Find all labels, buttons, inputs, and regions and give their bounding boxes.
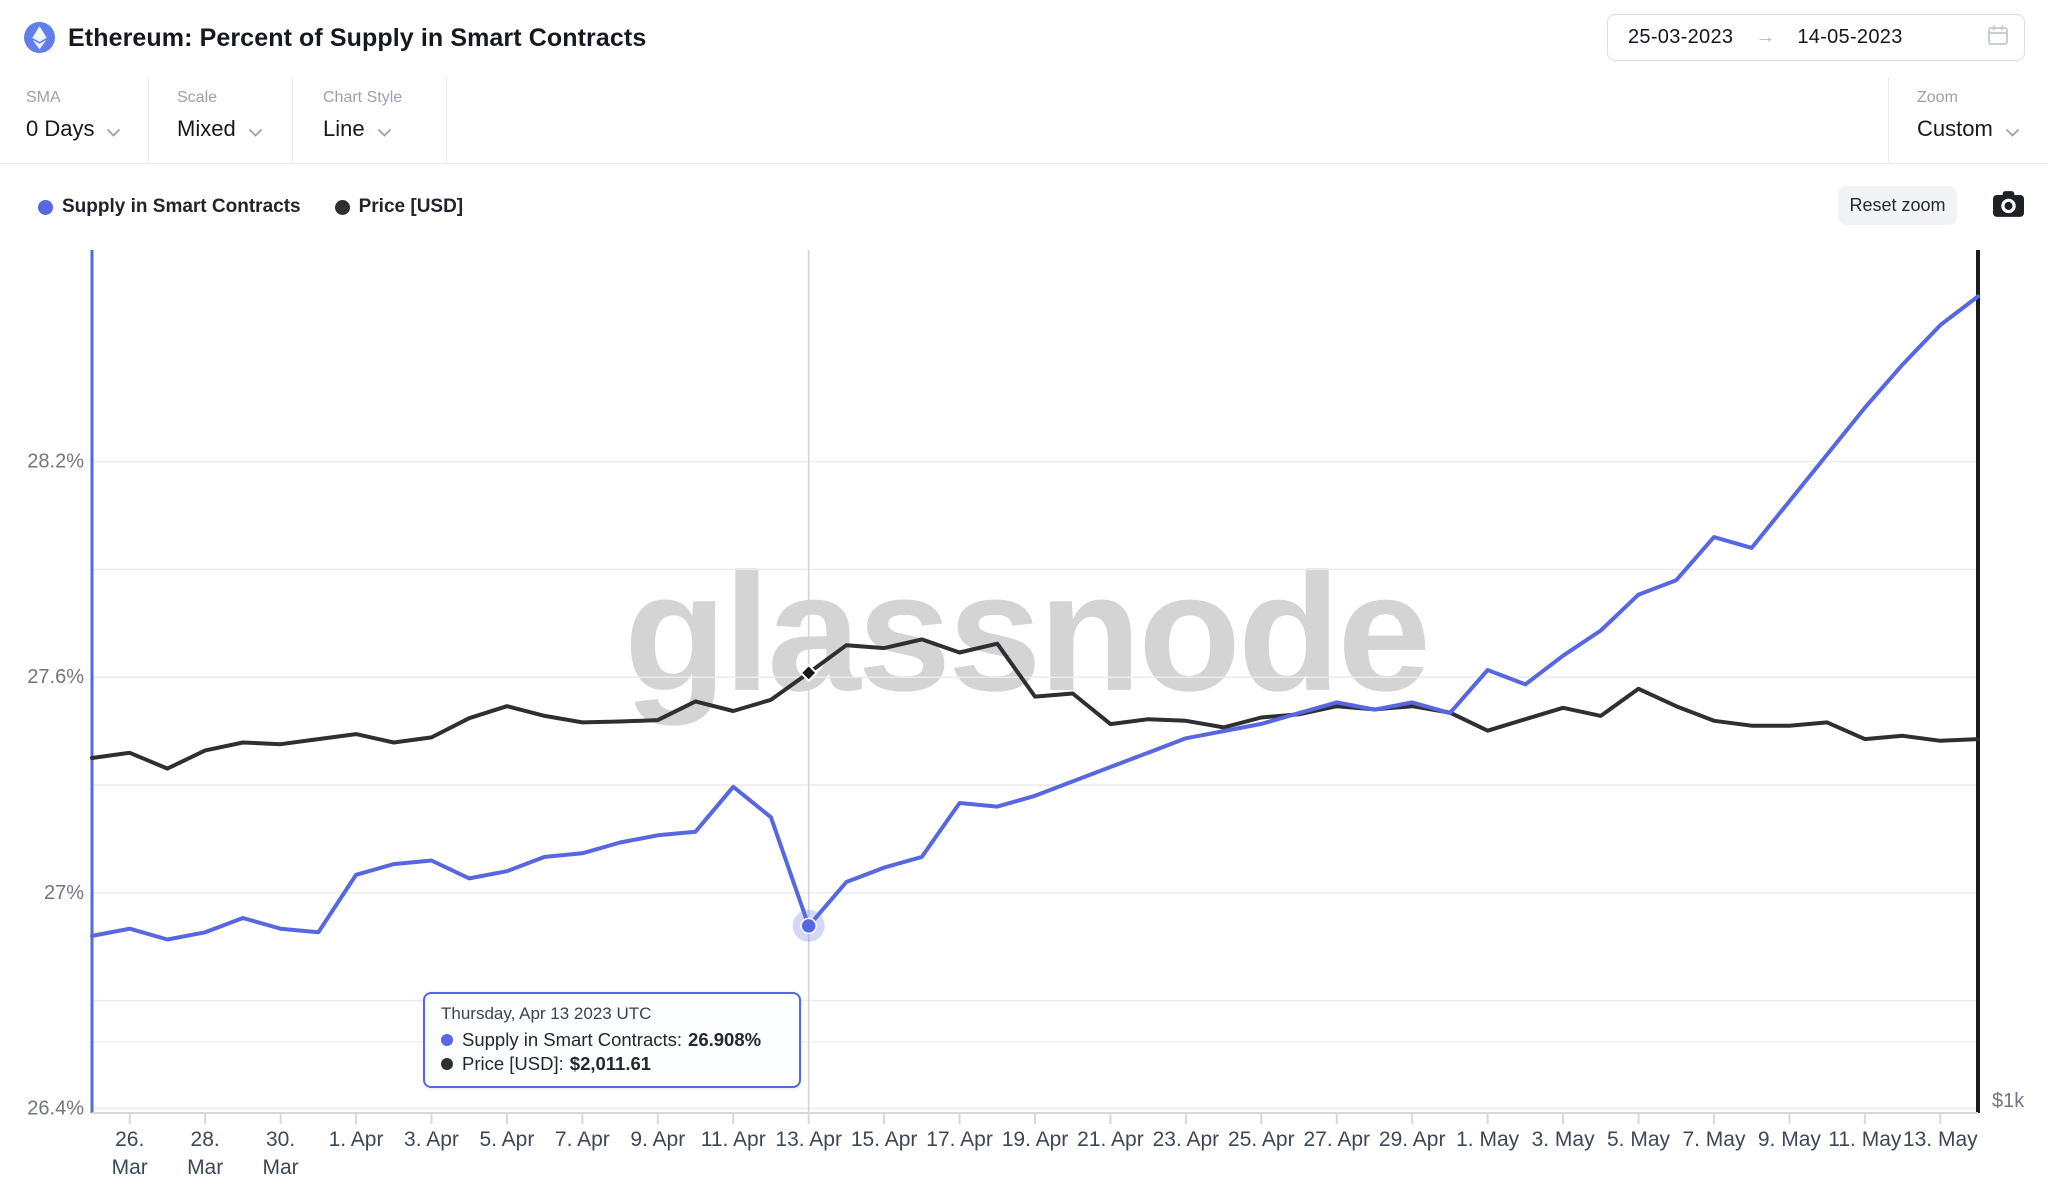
svg-text:15. Apr: 15. Apr (851, 1128, 918, 1151)
svg-text:13. May: 13. May (1903, 1128, 1978, 1151)
zoom-value[interactable]: Custom (1917, 115, 1993, 141)
sma-label: SMA (26, 89, 61, 106)
svg-text:27. Apr: 27. Apr (1303, 1128, 1370, 1151)
svg-text:7. May: 7. May (1682, 1128, 1746, 1151)
svg-text:5. May: 5. May (1607, 1128, 1671, 1151)
date-arrow-icon: → (1755, 26, 1776, 48)
svg-text:21. Apr: 21. Apr (1077, 1128, 1144, 1151)
chart-style-dropdown[interactable]: Chart Style Line (323, 89, 402, 143)
supply-marker (800, 917, 817, 935)
chart-style-label: Chart Style (323, 89, 403, 106)
svg-text:28.: 28. (191, 1128, 220, 1151)
chart-tooltip: Thursday, Apr 13 2023 UTC Supply in Smar… (423, 992, 801, 1088)
svg-text:30.: 30. (266, 1128, 295, 1151)
scale-value[interactable]: Mixed (177, 115, 236, 141)
svg-text:3. May: 3. May (1532, 1128, 1596, 1151)
svg-text:9. Apr: 9. Apr (630, 1128, 685, 1151)
sma-dropdown[interactable]: SMA 0 Days (26, 89, 121, 143)
tooltip-supply-row: Supply in Smart Contracts: 26.908% (441, 1029, 783, 1051)
legend-item-supply[interactable]: Supply in Smart Contracts (38, 196, 301, 218)
supply-dot-icon (441, 1034, 453, 1046)
svg-text:29. Apr: 29. Apr (1379, 1128, 1446, 1151)
price-dot-icon (441, 1058, 453, 1070)
svg-text:28.2%: 28.2% (27, 451, 84, 473)
date-from-input[interactable]: 25-03-2023 (1628, 26, 1734, 48)
camera-icon[interactable] (1993, 190, 2024, 218)
reset-zoom-button[interactable]: Reset zoom (1838, 186, 1957, 225)
svg-text:26.4%: 26.4% (27, 1097, 84, 1119)
app-header: Ethereum: Percent of Supply in Smart Con… (0, 0, 2048, 78)
svg-text:19. Apr: 19. Apr (1002, 1128, 1069, 1151)
svg-text:23. Apr: 23. Apr (1153, 1128, 1220, 1151)
svg-text:26.: 26. (115, 1128, 144, 1151)
svg-text:11. Apr: 11. Apr (701, 1128, 766, 1151)
toolbar: SMA 0 Days Scale Mixed Chart Style Line … (0, 77, 2048, 164)
zoom-label: Zoom (1917, 89, 1958, 106)
chevron-down-icon (377, 117, 392, 143)
price-line (90, 637, 1980, 771)
zoom-dropdown[interactable]: Zoom Custom (1917, 89, 2020, 143)
svg-text:$1k: $1k (1992, 1090, 2025, 1112)
ethereum-logo-icon (24, 22, 55, 53)
svg-text:11. May: 11. May (1828, 1128, 1902, 1151)
legend-item-price[interactable]: Price [USD] (334, 196, 464, 218)
sma-value[interactable]: 0 Days (26, 115, 95, 141)
svg-text:Mar: Mar (112, 1156, 148, 1179)
svg-text:1. May: 1. May (1456, 1128, 1520, 1151)
tooltip-date: Thursday, Apr 13 2023 UTC (441, 1004, 652, 1023)
price-dot-icon (334, 199, 350, 215)
svg-text:13. Apr: 13. Apr (775, 1128, 842, 1151)
price-marker (799, 663, 818, 683)
legend-price-label: Price [USD] (358, 196, 464, 217)
legend: Supply in Smart Contracts Price [USD] (38, 196, 463, 218)
date-range-input[interactable]: 25-03-2023 → 14-05-2023 (1607, 14, 2025, 61)
tooltip-price-row: Price [USD]: $2,011.61 (441, 1053, 783, 1075)
supply-dot-icon (38, 199, 53, 215)
legend-supply-label: Supply in Smart Contracts (62, 196, 301, 217)
scale-label: Scale (177, 89, 218, 106)
svg-text:3. Apr: 3. Apr (404, 1128, 459, 1151)
scale-dropdown[interactable]: Scale Mixed (177, 89, 263, 143)
svg-text:Mar: Mar (187, 1156, 223, 1179)
date-to-input[interactable]: 14-05-2023 (1797, 26, 1903, 48)
svg-text:25. Apr: 25. Apr (1228, 1128, 1295, 1151)
svg-text:27.6%: 27.6% (27, 666, 84, 688)
chevron-down-icon (106, 117, 121, 143)
chevron-down-icon (2005, 117, 2020, 143)
svg-text:27%: 27% (44, 882, 84, 904)
svg-text:5. Apr: 5. Apr (479, 1128, 534, 1151)
svg-text:9. May: 9. May (1758, 1128, 1822, 1151)
svg-text:Mar: Mar (263, 1156, 299, 1179)
page-title: Ethereum: Percent of Supply in Smart Con… (68, 24, 647, 52)
calendar-icon[interactable] (1986, 23, 2010, 52)
svg-text:7. Apr: 7. Apr (555, 1128, 610, 1151)
chevron-down-icon (248, 117, 263, 143)
svg-text:1. Apr: 1. Apr (329, 1128, 384, 1151)
svg-text:17. Apr: 17. Apr (926, 1128, 993, 1151)
chart-style-value[interactable]: Line (323, 115, 365, 141)
supply-line (90, 294, 1980, 942)
